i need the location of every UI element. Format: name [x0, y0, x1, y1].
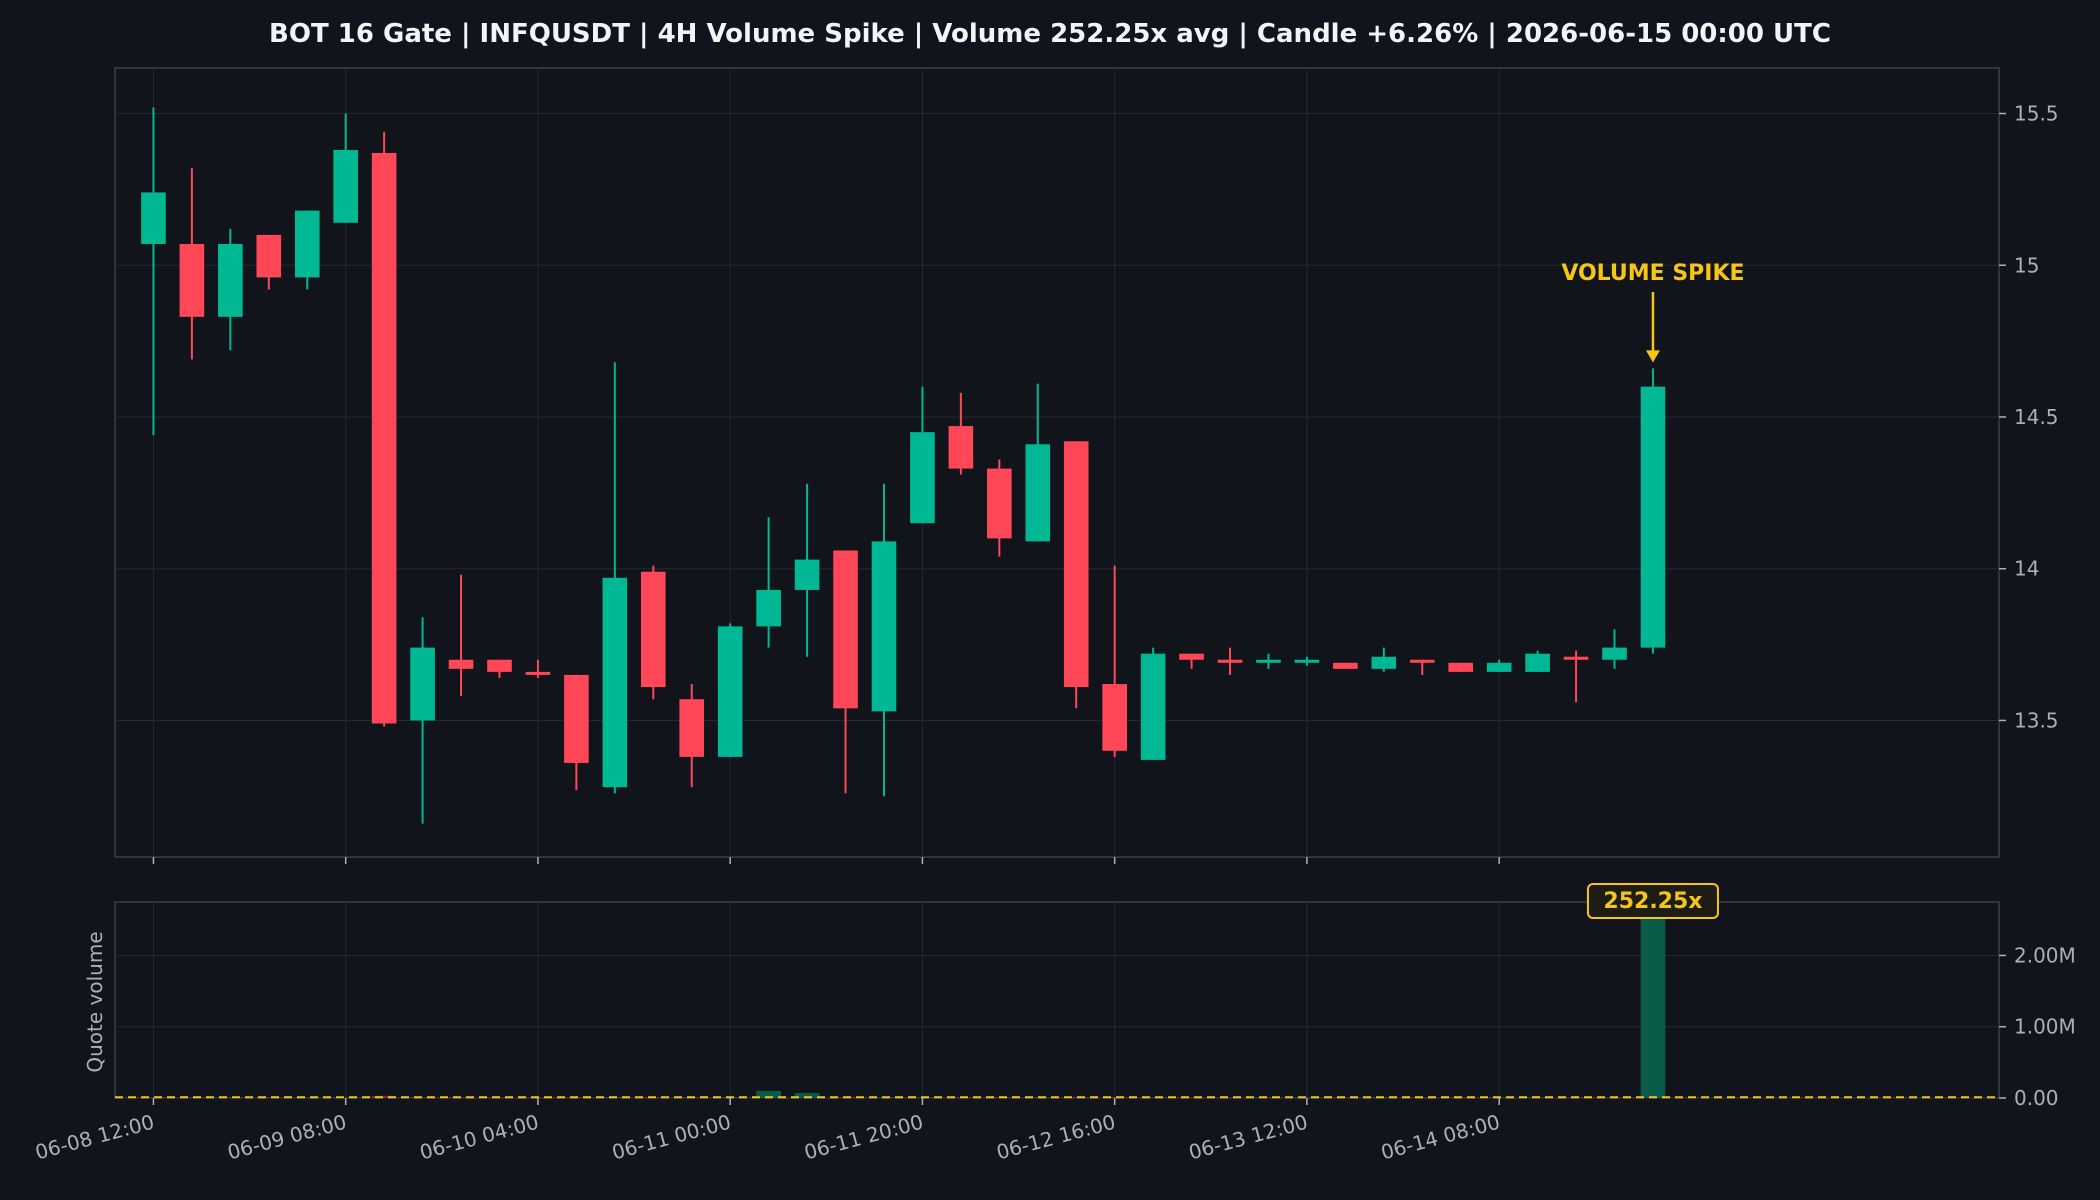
price-panel	[114, 67, 2000, 858]
candle-down	[448, 659, 474, 669]
candle-up	[1525, 653, 1550, 672]
candle-up	[794, 559, 820, 590]
volume-bar	[371, 1095, 397, 1098]
candle-down	[487, 659, 512, 672]
price-y-tick-label: 14.5	[2014, 405, 2059, 429]
volume-bar	[756, 1090, 781, 1098]
volume-y-tick-label: 0.00	[2014, 1086, 2059, 1110]
candle-down	[833, 550, 858, 709]
spike-ratio-badge	[1586, 883, 1719, 919]
candle-down	[1217, 659, 1243, 663]
volume-bar	[218, 1097, 243, 1099]
candle-up	[1140, 653, 1166, 760]
candle-down	[640, 571, 666, 688]
volume-bar	[1294, 1097, 1320, 1099]
candle-down	[525, 671, 551, 675]
candle-up	[294, 210, 320, 278]
candle-up	[141, 192, 166, 245]
price-y-tick-label: 15	[2014, 253, 2039, 277]
volume-bar	[1256, 1097, 1281, 1099]
candle-down	[1563, 656, 1589, 660]
candle-up	[602, 577, 628, 788]
candle-down	[1063, 441, 1089, 688]
candle-down	[1179, 653, 1204, 660]
candle-up	[871, 541, 897, 712]
candle-down	[371, 152, 397, 724]
volume-bar	[1640, 918, 1666, 1098]
candle-down	[1409, 659, 1435, 663]
volume-bar	[1102, 1097, 1127, 1098]
spike-ratio-label: 252.25x	[1603, 889, 1702, 914]
spike-annotation-arrowhead	[1645, 350, 1660, 363]
volume-bar	[1333, 1097, 1358, 1099]
candle-down	[948, 426, 974, 469]
volume-axis-label: Quote volume	[83, 931, 107, 1072]
volume-y-axis: 0.00 1.00M 2.00M	[1999, 943, 2076, 1110]
candle-up	[1486, 662, 1512, 672]
candle-up	[1640, 386, 1666, 648]
candle-up	[1602, 647, 1627, 660]
volume-y-tick-label: 1.00M	[2014, 1015, 2076, 1039]
candle-up	[910, 432, 935, 524]
volume-bar	[294, 1097, 320, 1099]
candle-down	[679, 699, 705, 757]
volume-panel	[114, 901, 2000, 1099]
volume-bar	[1140, 1097, 1166, 1098]
volume-bar	[1025, 1097, 1051, 1098]
candle-up	[756, 589, 781, 627]
candle-down	[1333, 662, 1358, 669]
candle-up	[1294, 659, 1320, 663]
chart-title: BOT 16 Gate | INFQUSDT | 4H Volume Spike…	[269, 19, 1831, 49]
spike-annotation: VOLUME SPIKE	[1561, 261, 1745, 363]
candle-up	[218, 244, 243, 317]
volume-bar	[794, 1093, 820, 1098]
candle-down	[1102, 684, 1127, 751]
candle-down	[256, 234, 282, 278]
candle-down	[564, 674, 589, 763]
candle-down	[179, 244, 205, 317]
price-y-axis: 13.5 14 14.5 15 15.5	[1999, 102, 2059, 732]
candle-up	[1256, 659, 1281, 663]
volume-bars: 252.25x	[115, 883, 1999, 1099]
candle-up	[1371, 656, 1397, 669]
price-grid	[115, 68, 1999, 857]
volume-bar	[410, 1097, 435, 1098]
volume-bar	[179, 1097, 205, 1099]
volume-y-tick-label: 2.00M	[2014, 943, 2076, 967]
price-y-tick-label: 13.5	[2014, 708, 2059, 732]
candle-down	[1448, 662, 1474, 672]
candle-up	[333, 149, 358, 223]
spike-annotation-label: VOLUME SPIKE	[1561, 261, 1744, 286]
volume-bar	[333, 1097, 358, 1099]
candle-up	[1025, 444, 1051, 542]
price-y-tick-label: 14	[2014, 557, 2039, 581]
price-y-tick-label: 15.5	[2014, 102, 2059, 126]
volume-bar	[1179, 1097, 1204, 1099]
volume-bar	[141, 1097, 166, 1098]
volume-bar	[1217, 1097, 1243, 1099]
volume-bar	[448, 1097, 474, 1099]
candles	[141, 107, 1666, 824]
volume-bar	[256, 1097, 282, 1099]
candle-down	[987, 468, 1012, 539]
candle-up	[717, 626, 743, 757]
candle-up	[410, 647, 435, 721]
volume-bar	[1063, 1097, 1089, 1098]
